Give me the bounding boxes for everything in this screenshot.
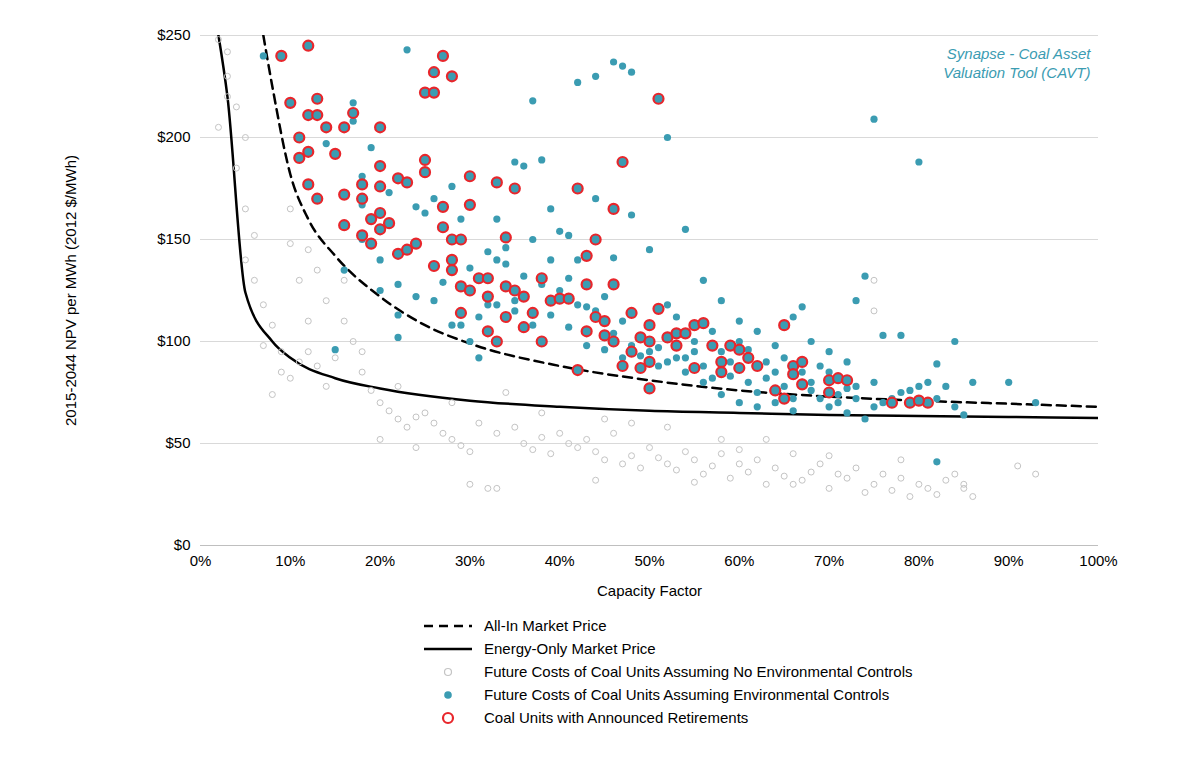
html-text:Energy-Only Market Price: Energy-Only Market Price <box>484 640 656 657</box>
svg-text:30%: 30% <box>455 552 485 569</box>
svg-text:50%: 50% <box>634 552 664 569</box>
html-text:Future Costs of Coal Units Ass: Future Costs of Coal Units Assuming Envi… <box>484 686 890 703</box>
svg-text:0%: 0% <box>190 552 212 569</box>
svg-text:Capacity Factor: Capacity Factor <box>597 582 702 599</box>
svg-text:$200: $200 <box>157 128 190 145</box>
svg-text:$150: $150 <box>157 230 190 247</box>
html-text:Coal Units with Announced Reti: Coal Units with Announced Retirements <box>484 709 749 726</box>
svg-text:$250: $250 <box>157 26 190 43</box>
svg-text:90%: 90% <box>994 552 1024 569</box>
svg-text:2015-2044 NPV per MWh (2012 $/: 2015-2044 NPV per MWh (2012 $/MWh) <box>62 155 79 426</box>
svg-text:100%: 100% <box>1079 552 1117 569</box>
svg-text:80%: 80% <box>904 552 934 569</box>
svg-text:40%: 40% <box>545 552 575 569</box>
svg-text:Synapse - Coal AssetValuation: Synapse - Coal AssetValuation Tool (CAVT… <box>943 45 1091 81</box>
html-text:Future Costs of Coal Units Ass: Future Costs of Coal Units Assuming No E… <box>484 663 913 680</box>
svg-text:$0: $0 <box>174 536 191 553</box>
svg-text:10%: 10% <box>275 552 305 569</box>
svg-text:$50: $50 <box>165 434 190 451</box>
svg-text:70%: 70% <box>814 552 844 569</box>
svg-text:$100: $100 <box>157 332 190 349</box>
html-text:All-In Market Price: All-In Market Price <box>484 617 607 634</box>
svg-text:20%: 20% <box>365 552 395 569</box>
svg-text:60%: 60% <box>724 552 754 569</box>
